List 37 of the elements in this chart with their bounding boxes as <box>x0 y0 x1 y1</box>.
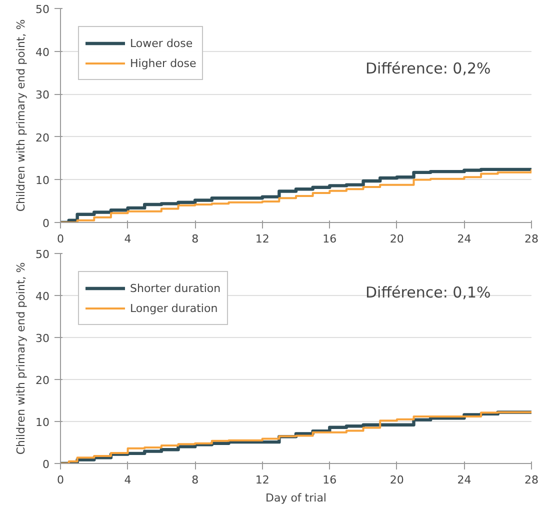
x-tick-label: 20 <box>390 232 404 246</box>
x-tick-label: 12 <box>255 232 270 246</box>
y-tick-label: 50 <box>36 3 50 16</box>
y-tick-label: 40 <box>36 290 50 303</box>
legend-label: Higher dose <box>130 56 196 70</box>
x-tick-label: 28 <box>524 474 538 486</box>
x-tick-label: 16 <box>322 474 337 486</box>
y-tick-label: 10 <box>36 174 50 188</box>
y-tick-label: 20 <box>36 131 50 144</box>
y-tick-label: 10 <box>36 416 50 429</box>
x-tick-label: 28 <box>524 232 538 246</box>
x-tick-label: 12 <box>255 474 270 486</box>
x-tick-label: 8 <box>192 474 199 486</box>
y-tick-label: 20 <box>36 374 50 387</box>
legend-label: Lower dose <box>130 36 193 50</box>
y-axis-title: Children with primary end point, % <box>14 262 28 455</box>
x-tick-label: 4 <box>124 232 132 246</box>
y-tick-label: 0 <box>42 217 50 230</box>
x-tick-label: 8 <box>192 232 199 246</box>
y-tick-label: 30 <box>36 332 50 345</box>
x-tick-label: 16 <box>322 232 337 246</box>
x-tick-label: 4 <box>124 474 132 486</box>
y-tick-label: 50 <box>36 248 50 261</box>
x-tick-label: 0 <box>57 232 64 246</box>
y-tick-label: 0 <box>42 458 50 471</box>
x-axis-title: Day of trial <box>266 492 327 504</box>
x-tick-label: 20 <box>390 474 404 486</box>
y-tick-label: 30 <box>36 88 50 102</box>
y-axis-title: Children with primary end point, % <box>14 19 28 212</box>
annotation: Différence: 0,2% <box>366 60 491 78</box>
x-tick-label: 24 <box>457 232 472 246</box>
annotation: Différence: 0,1% <box>366 284 491 302</box>
x-tick-label: 0 <box>57 474 64 486</box>
legend-label: Shorter duration <box>130 282 221 294</box>
legend-label: Longer duration <box>130 302 218 314</box>
x-tick-label: 24 <box>457 474 472 486</box>
y-tick-label: 40 <box>36 46 50 59</box>
